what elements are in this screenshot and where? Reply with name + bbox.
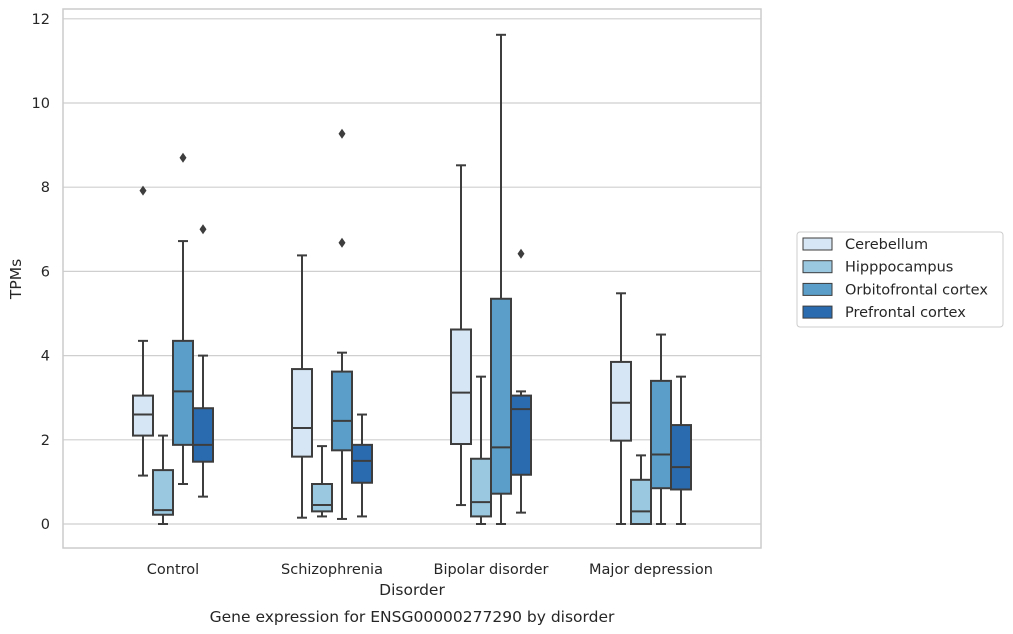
outlier-point (199, 224, 207, 235)
y-tick-label: 4 (41, 349, 50, 365)
y-axis-label: TPMs (7, 259, 25, 300)
y-tick-labels: 0 2 4 6 8 10 12 (32, 12, 50, 533)
box-body (670, 424, 692, 491)
box-cerebellum (291, 254, 313, 519)
legend-frame (796, 231, 1004, 328)
chart-caption: Gene expression for ENSG00000277290 by d… (210, 608, 615, 626)
y-tick-label: 0 (41, 517, 50, 533)
legend-swatch (802, 305, 833, 319)
legend-label: Hipppocampus (845, 260, 953, 276)
outlier-point (179, 152, 187, 163)
box-orbitofrontal-cortex (172, 152, 194, 486)
y-tick-label: 6 (41, 264, 50, 280)
box-body (490, 297, 512, 495)
outlier-point (139, 185, 147, 196)
box-body (331, 370, 353, 452)
box-layer (132, 33, 692, 526)
outlier-point (338, 128, 346, 139)
box-hipppocampus (152, 434, 174, 525)
legend-label: Prefrontal cortex (845, 305, 966, 321)
box-hipppocampus (311, 445, 333, 518)
outlier-point (517, 248, 525, 259)
box-hipppocampus (470, 375, 492, 525)
outlier-point (338, 237, 346, 248)
box-hipppocampus (630, 454, 652, 526)
box-body (351, 443, 373, 484)
box-body (450, 328, 472, 446)
box-orbitofrontal-cortex (490, 33, 512, 525)
y-tick-label: 2 (41, 433, 50, 449)
x-tick-label: Schizophrenia (281, 562, 383, 578)
legend-label: Cerebellum (845, 237, 928, 253)
box-body (510, 394, 532, 476)
x-axis-label: Disorder (379, 581, 445, 599)
box-body (610, 360, 632, 442)
legend-swatch (802, 260, 833, 274)
box-body (291, 368, 313, 458)
box-prefrontal-cortex (510, 248, 532, 514)
box-orbitofrontal-cortex (650, 333, 672, 525)
box-body (630, 478, 652, 526)
legend: Cerebellum Hipppocampus Orbitofrontal cort… (796, 231, 1004, 328)
box-cerebellum (450, 164, 472, 507)
y-tick-label: 10 (32, 96, 50, 112)
x-tick-label: Major depression (589, 562, 713, 578)
x-tick-label: Control (147, 562, 199, 578)
box-prefrontal-cortex (351, 413, 373, 518)
y-tick-label: 8 (41, 180, 50, 196)
x-tick-label: Bipolar disorder (434, 562, 549, 578)
box-body (132, 394, 154, 437)
y-tick-label: 12 (32, 12, 50, 28)
box-body (311, 483, 333, 513)
x-tick-labels: Control Schizophrenia Bipolar disorder Majo… (147, 562, 713, 578)
box-body (192, 407, 214, 463)
box-cerebellum (610, 292, 632, 525)
legend-swatch (802, 282, 833, 296)
box-body (172, 339, 194, 446)
box-cerebellum (132, 185, 154, 477)
legend-swatch (802, 237, 833, 251)
box-body (650, 379, 672, 490)
box-prefrontal-cortex (670, 375, 692, 525)
box-orbitofrontal-cortex (331, 128, 353, 520)
box-body (470, 457, 492, 518)
legend-label: Orbitofrontal cortex (845, 282, 988, 298)
box-body (152, 469, 174, 516)
box-prefrontal-cortex (192, 224, 214, 498)
plot-frame (62, 8, 762, 549)
